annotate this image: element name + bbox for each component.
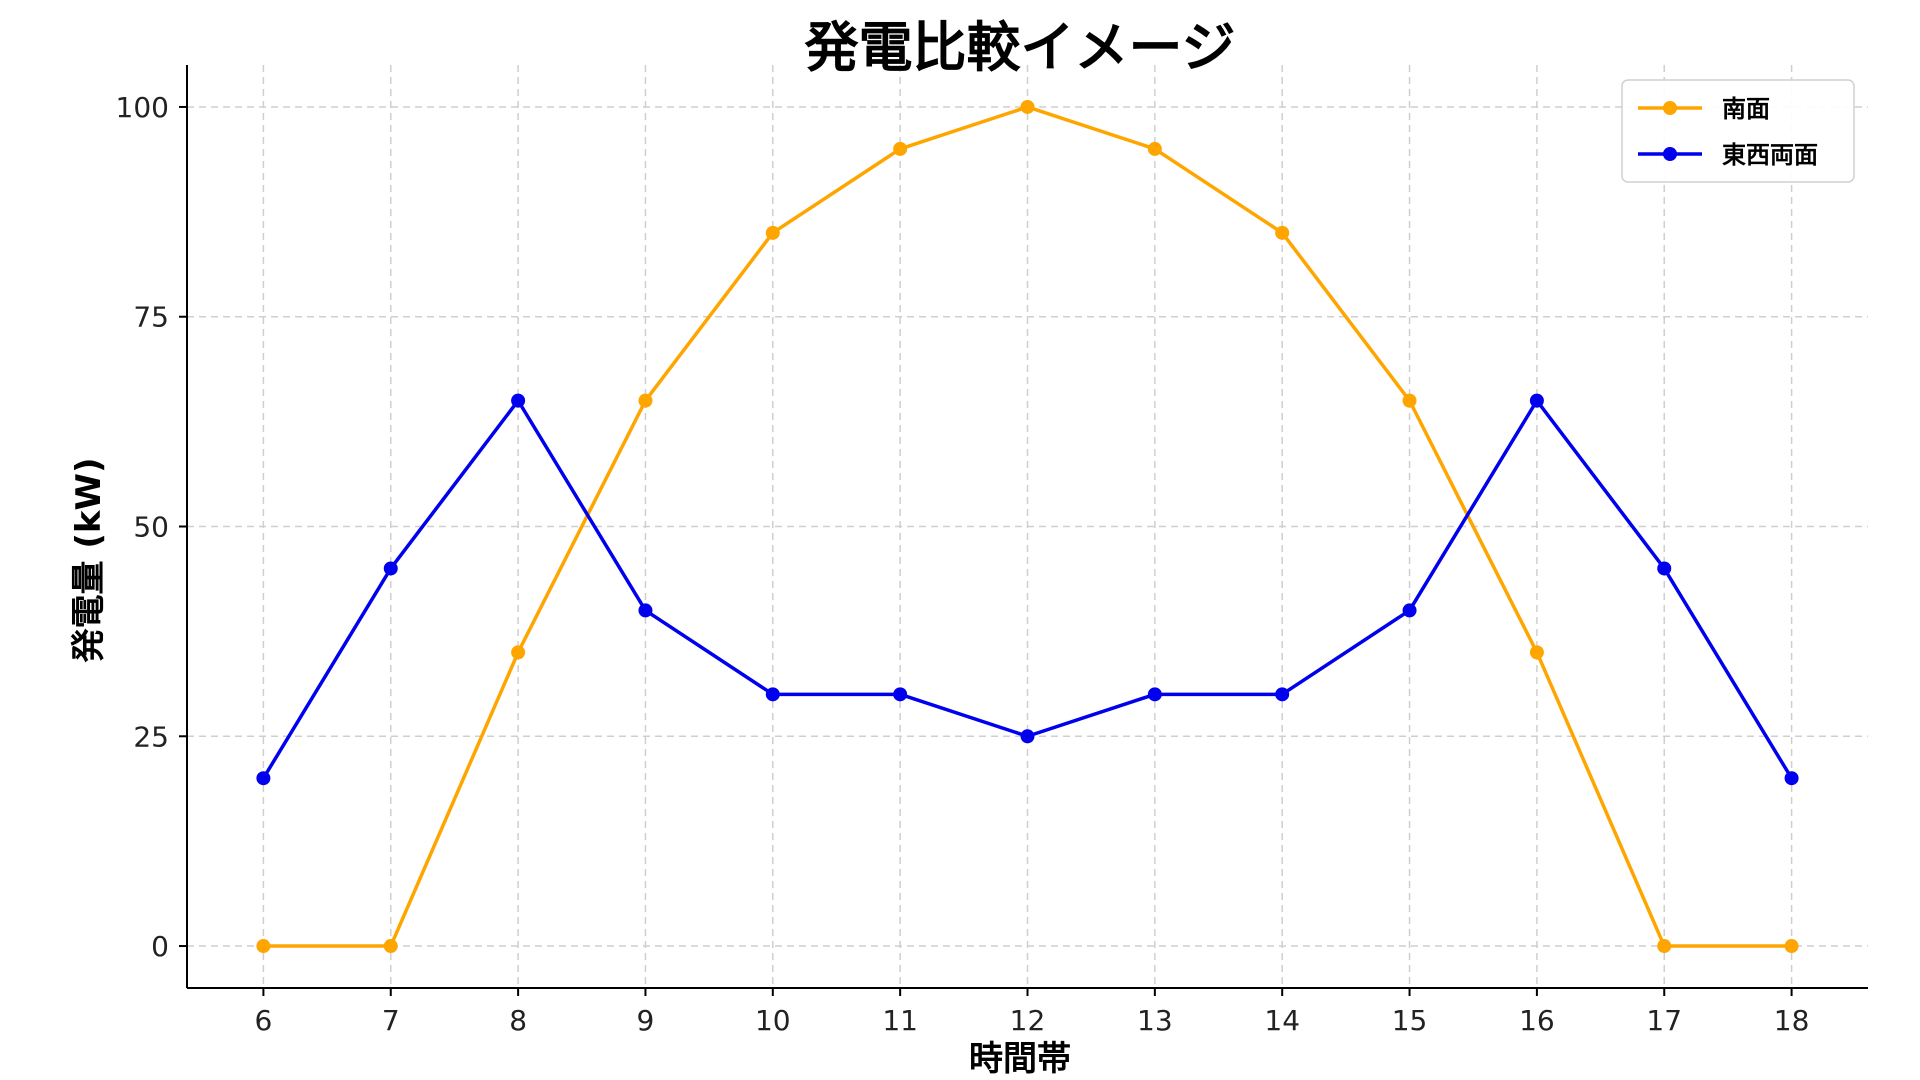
tick-labels: 6 7 8 9 10 11 12 13 14 15 16 17 18 0 25 50 75 100 [116, 91, 1810, 1037]
x-tick-label: 17 [1646, 1004, 1682, 1037]
data-point [383, 939, 398, 954]
x-tick-label: 6 [254, 1004, 272, 1037]
data-point [638, 603, 653, 618]
y-tick-label: 75 [133, 301, 169, 334]
series-1 [256, 393, 1799, 786]
x-tick-label: 16 [1519, 1004, 1555, 1037]
legend-item: 東西両面 [1638, 141, 1818, 169]
data-point [1402, 603, 1417, 618]
legend-label: 東西両面 [1722, 141, 1818, 169]
data-point [765, 687, 780, 702]
x-tick-label: 15 [1392, 1004, 1428, 1037]
legend-item: 南面 [1638, 95, 1770, 123]
y-tick-label: 100 [116, 91, 169, 124]
data-point [1275, 687, 1290, 702]
data-point [638, 393, 653, 408]
legend-swatch-marker [1663, 147, 1677, 161]
data-point [893, 687, 908, 702]
data-point [1147, 687, 1162, 702]
y-tick-label: 0 [151, 930, 169, 963]
series-line [261, 398, 1794, 780]
series-0 [256, 99, 1799, 954]
data-point [1020, 99, 1035, 114]
data-point [1784, 771, 1799, 786]
data-point [511, 645, 526, 660]
data-point [383, 561, 398, 576]
grid [187, 65, 1868, 988]
y-axis-label: 発電量 (kW) [69, 457, 109, 662]
data-point [1529, 645, 1544, 660]
data-point [1275, 225, 1290, 240]
legend-box [1621, 79, 1855, 183]
legend-swatch-marker [1663, 101, 1677, 115]
x-tick-label: 13 [1137, 1004, 1173, 1037]
data-point [256, 771, 271, 786]
x-tick-label: 10 [755, 1004, 791, 1037]
data-point [1147, 141, 1162, 156]
x-tick-label: 11 [882, 1004, 918, 1037]
y-tick-label: 25 [133, 720, 169, 753]
y-tick-label: 50 [133, 511, 169, 544]
x-tick-label: 8 [509, 1004, 527, 1037]
data-point [1020, 729, 1035, 744]
data-point [511, 393, 526, 408]
data-point [1657, 939, 1672, 954]
series [256, 99, 1799, 954]
x-tick-label: 12 [1010, 1004, 1046, 1037]
x-tick-label: 7 [382, 1004, 400, 1037]
data-point [256, 939, 271, 954]
axes [179, 65, 1868, 996]
data-point [1402, 393, 1417, 408]
data-point [765, 225, 780, 240]
data-point [1657, 561, 1672, 576]
data-point [1529, 393, 1544, 408]
data-point [893, 141, 908, 156]
x-tick-label: 14 [1264, 1004, 1300, 1037]
legend-label: 南面 [1722, 95, 1770, 123]
x-tick-label: 9 [637, 1004, 655, 1037]
x-axis-label: 時間帯 [969, 1039, 1071, 1079]
chart-title: 発電比較イメージ [805, 16, 1236, 79]
data-point [1784, 939, 1799, 954]
x-tick-label: 18 [1774, 1004, 1810, 1037]
